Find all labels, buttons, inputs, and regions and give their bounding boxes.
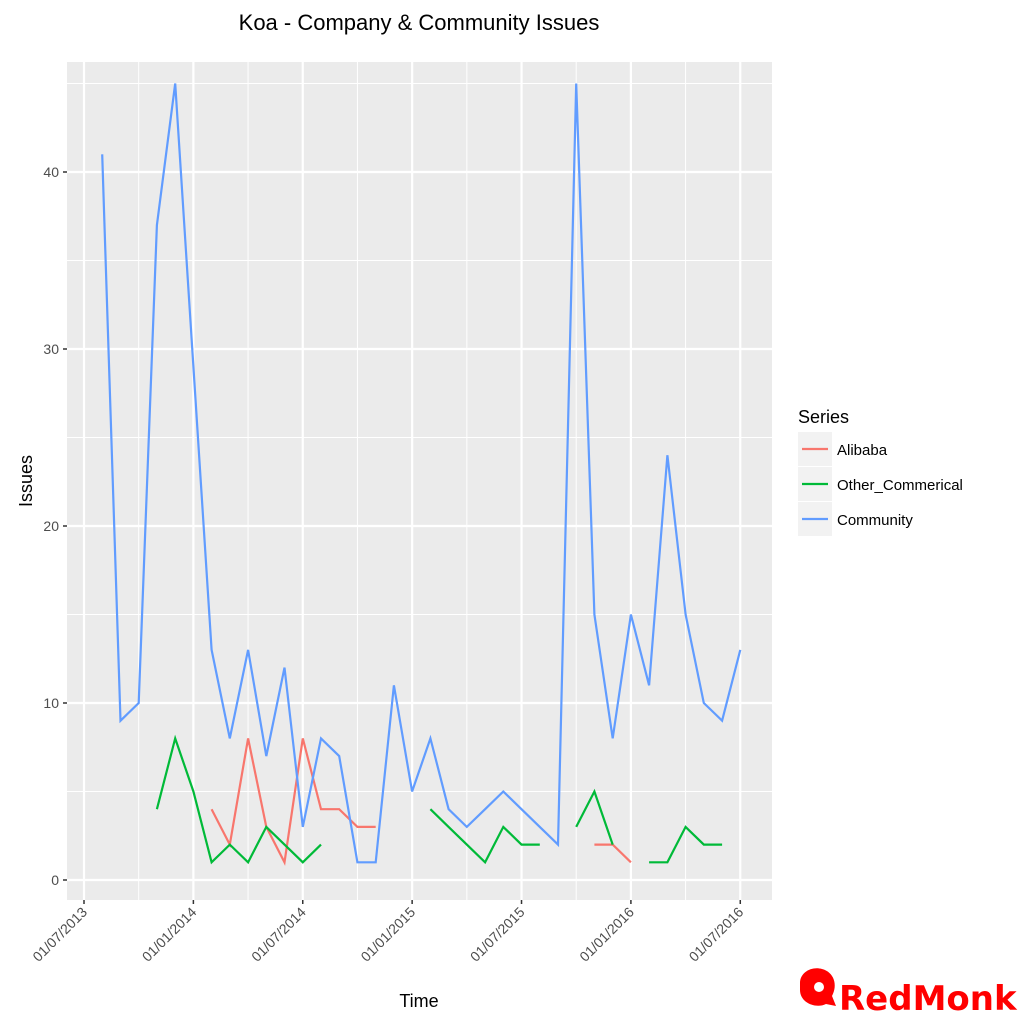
- major-gridlines: [67, 62, 772, 900]
- x-tick-label: 01/07/2016: [686, 904, 747, 965]
- series-line: [575, 788, 614, 845]
- redmonk-logo: RedMonk: [800, 968, 1018, 1019]
- legend-label: Community: [837, 512, 913, 529]
- y-tick-label: 0: [51, 872, 59, 888]
- legend: Series Alibaba Other_Commerical Community: [798, 407, 963, 536]
- y-tick-label: 40: [43, 164, 59, 180]
- legend-item-alibaba: Alibaba: [798, 432, 888, 466]
- chart-title: Koa - Company & Community Issues: [239, 10, 600, 35]
- y-tick-label: 10: [43, 695, 59, 711]
- legend-item-other-commerical: Other_Commerical: [798, 467, 963, 501]
- series-line: [429, 808, 540, 865]
- legend-label: Alibaba: [837, 442, 888, 459]
- redmonk-logo-icon: [800, 968, 836, 1006]
- redmonk-wordmark: RedMonk: [839, 979, 1018, 1019]
- x-tick-label: 01/01/2014: [139, 904, 200, 965]
- series-community: [101, 83, 742, 864]
- x-tick-label: 01/07/2013: [29, 904, 90, 965]
- series-line: [649, 825, 723, 864]
- series-line: [155, 734, 322, 865]
- y-axis: 0 10 20 30 40: [43, 164, 67, 888]
- x-axis-title: Time: [399, 991, 438, 1011]
- y-tick-label: 30: [43, 341, 59, 357]
- y-axis-title: Issues: [16, 455, 36, 507]
- series-line: [101, 83, 742, 864]
- series-lines: [101, 83, 742, 866]
- legend-item-community: Community: [798, 502, 913, 536]
- plot-panel: [67, 62, 772, 900]
- x-tick-label: 01/07/2015: [467, 904, 528, 965]
- x-axis: 01/07/2013 01/01/2014 01/07/2014 01/01/2015…: [29, 900, 747, 965]
- x-tick-label: 01/01/2016: [576, 904, 637, 965]
- series-other-commerical: [155, 734, 723, 865]
- series-line: [210, 738, 376, 866]
- legend-label: Other_Commerical: [837, 477, 963, 494]
- x-tick-label: 01/07/2014: [248, 904, 309, 965]
- minor-gridlines: [67, 62, 772, 900]
- y-tick-label: 20: [43, 518, 59, 534]
- x-tick-label: 01/01/2015: [357, 904, 418, 965]
- legend-title: Series: [798, 407, 849, 427]
